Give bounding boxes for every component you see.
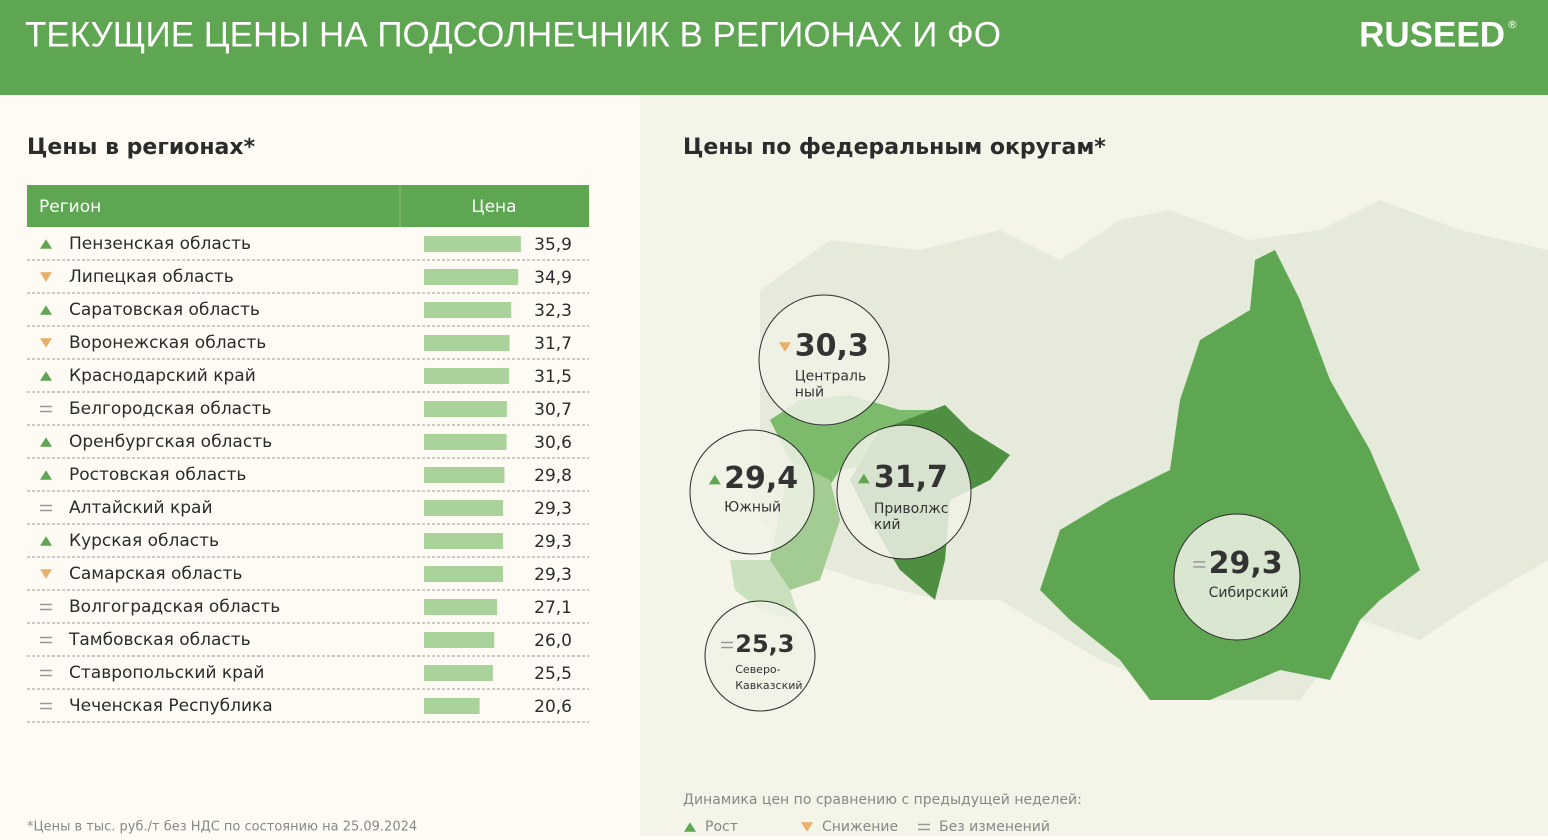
trend-up-icon bbox=[708, 474, 721, 485]
region-north-caucasus bbox=[730, 560, 800, 620]
price-bar bbox=[424, 665, 493, 681]
district-price: 31,7 bbox=[874, 460, 948, 495]
district-name: Приволжс bbox=[874, 501, 949, 517]
trend-down-icon bbox=[801, 822, 813, 832]
trend-down-icon bbox=[40, 338, 52, 348]
price-bar bbox=[424, 434, 507, 450]
price-value: 26,0 bbox=[534, 631, 572, 651]
price-value: 34,9 bbox=[534, 268, 572, 288]
price-bar bbox=[424, 368, 510, 384]
price-value: 31,5 bbox=[534, 367, 572, 387]
trend-up-icon bbox=[40, 239, 52, 249]
district-name: Южный bbox=[724, 500, 781, 516]
trend-up-icon bbox=[40, 305, 52, 315]
region-name: Курская область bbox=[69, 531, 219, 551]
price-value: 29,3 bbox=[534, 532, 572, 552]
trend-up-icon bbox=[684, 822, 696, 832]
price-bar bbox=[424, 302, 512, 318]
region-name: Чеченская Республика bbox=[69, 696, 273, 716]
district-price: 30,3 bbox=[795, 329, 869, 364]
region-name: Липецкая область bbox=[69, 267, 234, 287]
price-bar bbox=[424, 269, 519, 285]
trend-up-icon bbox=[40, 437, 52, 447]
trend-down-icon bbox=[40, 569, 52, 579]
region-name: Оренбургская область bbox=[69, 432, 272, 452]
regions-title: Цены в регионах* bbox=[27, 135, 256, 160]
price-value: 29,3 bbox=[534, 499, 572, 519]
price-bar bbox=[424, 533, 504, 549]
price-value: 32,3 bbox=[534, 301, 572, 321]
district-bubble bbox=[704, 600, 816, 712]
column-header: Регион bbox=[39, 197, 101, 217]
region-name: Ростовская область bbox=[69, 465, 246, 485]
logo: RUSEED bbox=[1359, 15, 1505, 54]
district-price: 29,4 bbox=[724, 461, 798, 496]
region-name: Ставропольский край bbox=[69, 663, 264, 683]
price-value: 29,8 bbox=[534, 466, 572, 486]
header-bar bbox=[0, 0, 1548, 95]
legend-title: Динамика цен по сравнению с предыдущей н… bbox=[683, 792, 1082, 808]
district-name: Сибирский bbox=[1209, 585, 1289, 601]
logo-mark: ® bbox=[1507, 18, 1518, 31]
price-bar bbox=[424, 335, 510, 351]
trend-down-icon bbox=[40, 272, 52, 282]
price-bar bbox=[424, 632, 495, 648]
price-value: 30,6 bbox=[534, 433, 572, 453]
region-name: Саратовская область bbox=[69, 300, 260, 320]
footnote: *Цены в тыс. руб./т без НДС по состоянию… bbox=[27, 820, 417, 835]
trend-down-icon bbox=[779, 342, 791, 352]
legend-label: Снижение bbox=[822, 819, 898, 835]
district-name: ный bbox=[795, 384, 824, 400]
price-bar bbox=[424, 401, 507, 417]
legend-label: Рост bbox=[705, 819, 738, 835]
column-header: Цена bbox=[471, 197, 516, 217]
district-bubble bbox=[836, 424, 972, 560]
region-siberian bbox=[1040, 250, 1420, 700]
district-price: 25,3 bbox=[735, 630, 794, 658]
district-price: 29,3 bbox=[1209, 546, 1283, 581]
district-name: Северо- bbox=[735, 663, 780, 676]
district-bubble bbox=[1173, 513, 1301, 641]
price-bar bbox=[424, 566, 504, 582]
trend-up-icon bbox=[40, 371, 52, 381]
price-value: 35,9 bbox=[534, 235, 572, 255]
table-header bbox=[27, 185, 589, 227]
price-bar bbox=[424, 500, 504, 516]
district-bubble bbox=[689, 429, 815, 555]
region-name: Краснодарский край bbox=[69, 366, 256, 386]
price-value: 20,6 bbox=[534, 697, 572, 717]
districts-title: Цены по федеральным округам* bbox=[683, 135, 1106, 160]
region-name: Воронежская область bbox=[69, 333, 266, 353]
region-name: Алтайский край bbox=[69, 498, 213, 518]
district-bubble bbox=[758, 294, 890, 426]
price-bar bbox=[424, 236, 521, 252]
price-value: 30,7 bbox=[534, 400, 572, 420]
region-name: Белгородская область bbox=[69, 399, 271, 419]
trend-up-icon bbox=[857, 473, 870, 484]
trend-up-icon bbox=[40, 470, 52, 480]
price-bar bbox=[424, 467, 505, 483]
legend-label: Без изменений bbox=[939, 819, 1050, 835]
header-title: ТЕКУЩИЕ ЦЕНЫ НА ПОДСОЛНЕЧНИК В РЕГИОНАХ … bbox=[25, 15, 1001, 54]
price-value: 31,7 bbox=[534, 334, 572, 354]
price-bar bbox=[424, 599, 498, 615]
region-name: Самарская область bbox=[69, 564, 242, 584]
district-name: кий bbox=[874, 517, 901, 533]
price-bar bbox=[424, 698, 480, 714]
region-name: Волгоградская область bbox=[69, 597, 280, 617]
price-value: 25,5 bbox=[534, 664, 572, 684]
trend-up-icon bbox=[40, 536, 52, 546]
region-name: Пензенская область bbox=[69, 234, 251, 254]
price-value: 27,1 bbox=[534, 598, 572, 618]
region-name: Тамбовская область bbox=[68, 630, 251, 650]
district-name: Кавказский bbox=[735, 679, 802, 692]
price-value: 29,3 bbox=[534, 565, 572, 585]
district-name: Централь bbox=[795, 368, 866, 384]
